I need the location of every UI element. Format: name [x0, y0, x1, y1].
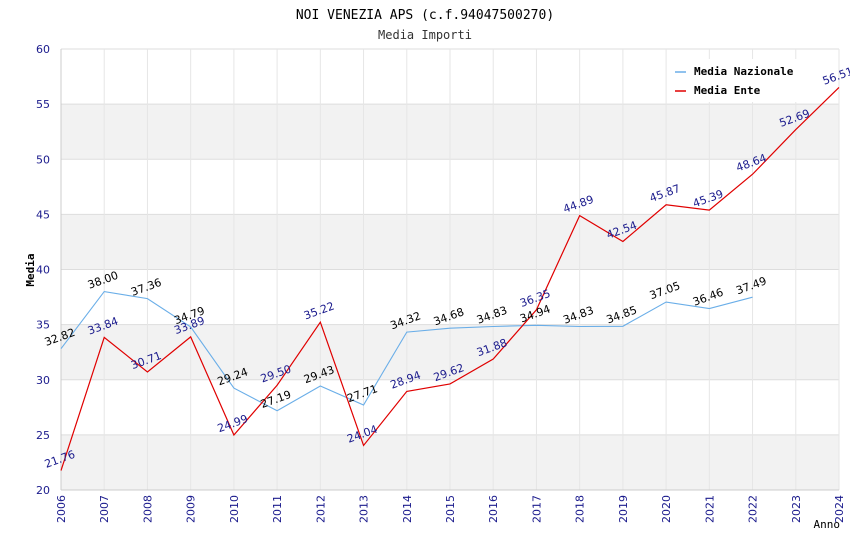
x-tick-label: 2022 [747, 495, 760, 523]
x-tick-label: 2016 [487, 495, 500, 523]
y-tick-labels: 20 25 30 35 40 45 50 55 60 [36, 43, 50, 497]
x-tick-label: 2007 [98, 495, 111, 523]
x-tick-label: 2008 [141, 495, 154, 523]
legend-label-nazionale: Media Nazionale [694, 65, 794, 78]
legend-label-ente: Media Ente [694, 84, 761, 97]
series-lines [60, 87, 840, 471]
y-tick-label: 60 [36, 43, 50, 56]
x-tick-label: 2012 [314, 495, 327, 523]
y-tick-label: 40 [36, 264, 50, 277]
x-axis-label: Anno [814, 518, 841, 531]
y-tick-label: 30 [36, 374, 50, 387]
x-tick-label: 2015 [444, 495, 457, 523]
y-tick-label: 55 [36, 98, 50, 111]
y-tick-label: 20 [36, 484, 50, 497]
y-tick-label: 35 [36, 319, 50, 332]
x-tick-label: 2023 [790, 495, 803, 523]
x-tick-label: 2010 [228, 495, 241, 523]
series-line-nazionale [60, 290, 753, 412]
x-tick-label: 2006 [55, 495, 68, 523]
y-tick-label: 50 [36, 153, 50, 166]
y-tick-label: 25 [36, 429, 50, 442]
x-tick-label: 2013 [358, 495, 371, 523]
x-tick-label: 2017 [530, 495, 543, 523]
x-tick-label: 2018 [574, 495, 587, 523]
x-tick-label: 2020 [660, 495, 673, 523]
series-line-ente [60, 87, 840, 471]
x-tick-label: 2014 [401, 495, 414, 523]
x-tick-label: 2011 [271, 495, 284, 523]
x-tick-label: 2019 [617, 495, 630, 523]
y-axis-label: Media [24, 253, 37, 286]
x-tick-labels: 2006 2007 2008 2009 2010 2011 2012 2013 2014 2015… [55, 495, 846, 523]
chart-subtitle: Media Importi [378, 28, 472, 42]
x-tick-label: 2021 [703, 495, 716, 523]
x-tick-label: 2009 [185, 495, 198, 523]
legend: Media Nazionale Media Ente [669, 59, 809, 102]
legend-box [669, 59, 809, 102]
y-tick-label: 45 [36, 208, 50, 221]
chart-title: NOI VENEZIA APS (c.f.94047500270) [296, 8, 554, 23]
gridlines [60, 48, 840, 491]
x-tick-label: 2024 [833, 495, 846, 523]
